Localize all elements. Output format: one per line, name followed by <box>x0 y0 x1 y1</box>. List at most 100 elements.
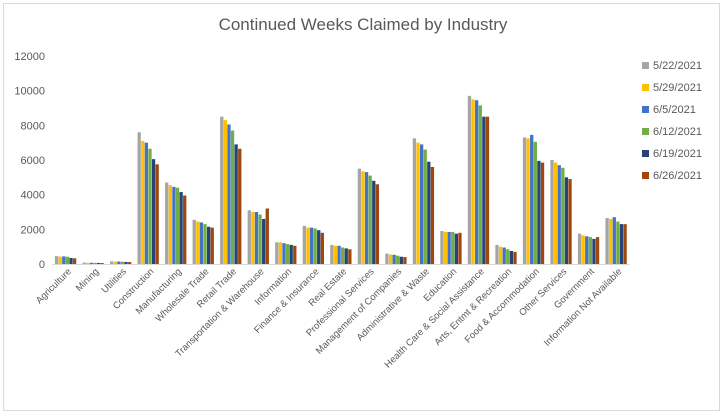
bar <box>412 138 417 264</box>
bar <box>144 142 149 264</box>
bar <box>238 148 242 264</box>
bar <box>220 116 224 264</box>
bar <box>72 258 77 264</box>
y-tick-label: 6000 <box>21 155 45 167</box>
bar <box>506 249 510 264</box>
bar <box>247 210 251 264</box>
bar <box>530 134 534 264</box>
bar <box>454 233 458 264</box>
bar <box>141 140 145 264</box>
bar <box>416 142 420 264</box>
bar <box>330 244 334 264</box>
bar <box>399 256 403 264</box>
bar <box>309 227 314 264</box>
bar <box>254 212 259 264</box>
bar <box>293 245 297 264</box>
bar <box>93 262 97 264</box>
bar <box>564 177 569 264</box>
bar <box>168 185 172 264</box>
bar <box>333 245 338 264</box>
bar <box>471 99 475 264</box>
bar <box>258 214 262 264</box>
bar <box>485 116 490 264</box>
bar <box>467 95 472 265</box>
bar <box>375 184 380 264</box>
bar <box>372 180 376 264</box>
bar <box>385 253 389 264</box>
bar <box>475 100 479 264</box>
bar <box>306 227 310 264</box>
bar <box>262 218 266 264</box>
bar <box>609 218 613 264</box>
legend-label: 5/22/2021 <box>653 60 702 72</box>
bar <box>430 166 435 264</box>
bar <box>588 237 593 264</box>
bar <box>206 226 211 264</box>
bar <box>285 244 290 264</box>
bar <box>100 263 104 264</box>
bar <box>513 251 517 264</box>
bars <box>54 95 627 265</box>
bar <box>561 167 565 264</box>
bar <box>427 161 431 264</box>
bar <box>403 257 407 264</box>
bar <box>616 221 620 264</box>
bar <box>313 228 317 264</box>
x-axis: Agriculture MiningUtilitiesConstructionMa… <box>34 264 630 370</box>
x-tick-label: Agriculture <box>34 266 74 306</box>
bar <box>137 132 141 264</box>
bar <box>495 244 499 264</box>
bar <box>419 144 424 264</box>
bar <box>447 231 451 264</box>
bar <box>96 262 101 264</box>
bar <box>172 186 176 264</box>
bar <box>388 254 393 264</box>
bar <box>533 141 537 264</box>
legend-swatch <box>642 150 649 157</box>
bar <box>62 256 66 264</box>
bar <box>179 192 183 264</box>
bar <box>128 262 132 264</box>
bar <box>196 221 200 264</box>
bar <box>592 238 596 264</box>
bar <box>110 261 114 264</box>
bar <box>58 256 62 264</box>
y-tick-label: 0 <box>39 259 45 271</box>
bar <box>550 160 554 264</box>
bar <box>348 249 352 264</box>
bar <box>155 164 159 264</box>
bar <box>502 247 506 264</box>
bar <box>337 245 341 264</box>
y-tick-label: 8000 <box>21 120 45 132</box>
y-tick-label: 10000 <box>14 86 45 98</box>
bar <box>623 224 627 264</box>
bar <box>302 225 306 264</box>
bar <box>210 227 214 264</box>
legend: 5/22/2021 5/29/2021 6/5/2021 6/12/2021 6/19/… <box>642 60 702 182</box>
bar <box>113 261 117 264</box>
bar <box>478 105 482 265</box>
bar <box>605 218 609 264</box>
bar <box>619 224 624 264</box>
bar <box>234 144 238 264</box>
bar <box>451 231 455 264</box>
bar <box>223 120 227 264</box>
bar <box>612 217 616 264</box>
bar <box>540 162 545 264</box>
bar <box>183 195 187 264</box>
bar <box>117 261 121 264</box>
bar <box>89 262 93 264</box>
bar <box>175 187 180 264</box>
legend-swatch <box>642 128 649 135</box>
bar <box>364 172 369 264</box>
bar <box>595 237 600 264</box>
bar <box>203 224 207 264</box>
bar <box>568 179 572 264</box>
y-axis: 0 2000 4000 6000 8000 10000 12000 <box>14 51 45 271</box>
y-tick-label: 4000 <box>21 190 45 202</box>
bar <box>65 256 70 264</box>
x-tick-label: Mining <box>74 266 102 294</box>
bar <box>396 255 400 264</box>
bar <box>361 171 365 264</box>
